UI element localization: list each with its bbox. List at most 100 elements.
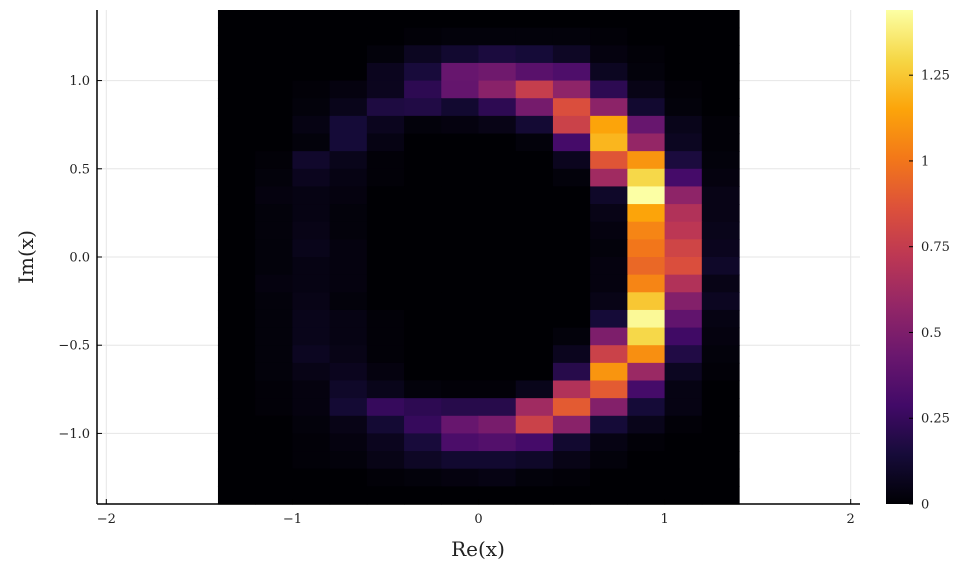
heatmap-cell — [217, 186, 256, 205]
heatmap-cell — [590, 27, 628, 46]
heatmap-cell — [627, 133, 666, 152]
heatmap-cell — [627, 168, 666, 188]
heatmap-cell — [366, 221, 405, 240]
heatmap-cell — [515, 274, 554, 293]
heatmap-cell — [627, 274, 666, 293]
heatmap-cell — [255, 327, 294, 346]
heatmap-cell — [292, 186, 331, 205]
heatmap-cell — [255, 433, 294, 452]
heatmap-cell — [404, 151, 442, 170]
heatmap-cell — [664, 398, 703, 417]
heatmap-cell — [329, 186, 368, 205]
heatmap-cell — [255, 115, 294, 135]
heatmap-cell — [590, 151, 628, 170]
heatmap-cell — [478, 80, 517, 99]
heatmap-cell — [701, 27, 740, 46]
heatmap-cell — [515, 62, 554, 82]
heatmap-cell — [552, 398, 591, 417]
heatmap-cell — [404, 115, 442, 135]
y-ticks: −1.0 −0.5 0.0 0.5 1.0 — [58, 74, 102, 442]
heatmap-cell — [366, 186, 405, 205]
heatmap-cell — [664, 292, 703, 311]
heatmap-cell — [590, 327, 628, 346]
heatmap-cell — [255, 168, 294, 188]
heatmap-cell — [478, 10, 517, 29]
heatmap-cell — [478, 327, 517, 346]
heatmap-cell — [292, 168, 331, 188]
heatmap-cell — [366, 204, 405, 223]
heatmap-cell — [590, 415, 628, 435]
heatmap-cell — [664, 98, 703, 117]
heatmap-cell — [701, 45, 740, 64]
heatmap-cell — [701, 62, 740, 82]
heatmap-cell — [292, 398, 331, 417]
heatmap-cell — [515, 186, 554, 205]
heatmap-cell — [627, 186, 666, 205]
heatmap-cell — [441, 433, 480, 452]
x-tick-label: −2 — [97, 512, 116, 527]
heatmap-cell — [552, 80, 591, 99]
heatmap-cell — [701, 80, 740, 99]
heatmap-cell — [366, 468, 405, 487]
y-tick-label: 0.0 — [69, 251, 90, 266]
heatmap-cell — [552, 362, 591, 382]
heatmap-cell — [627, 468, 666, 487]
heatmap-cell — [664, 327, 703, 346]
heatmap-cell — [329, 398, 368, 417]
heatmap-cell — [590, 239, 628, 258]
heatmap-cell — [366, 451, 405, 470]
x-axis-label: Re(x) — [451, 537, 505, 561]
heatmap-cell — [627, 239, 666, 258]
heatmap-cell — [590, 274, 628, 293]
heatmap-cell — [329, 486, 368, 505]
heatmap-cell — [217, 451, 256, 470]
heatmap-cell — [255, 10, 294, 29]
heatmap-cell — [217, 62, 256, 82]
heatmap-cell — [366, 274, 405, 293]
heatmap-cell — [292, 486, 331, 505]
heatmap-cell — [329, 345, 368, 364]
heatmap-cell — [292, 151, 331, 170]
heatmap-cell — [627, 80, 666, 99]
heatmap-cell — [292, 433, 331, 452]
heatmap-cell — [217, 486, 256, 505]
heatmap-cell — [404, 133, 442, 152]
heatmap-cell — [441, 168, 480, 188]
heatmap-cell — [366, 486, 405, 505]
heatmap-cell — [478, 292, 517, 311]
heatmap-cell — [404, 80, 442, 99]
heatmap-cell — [404, 398, 442, 417]
heatmap-cell — [366, 133, 405, 152]
heatmap-cell — [217, 80, 256, 99]
heatmap-cell — [255, 80, 294, 99]
heatmap-cell — [217, 398, 256, 417]
heatmap-cell — [664, 274, 703, 293]
heatmap-cell — [255, 221, 294, 240]
heatmap-cell — [217, 468, 256, 487]
heatmap-cell — [255, 151, 294, 170]
heatmap-cell — [515, 45, 554, 64]
heatmap-cell — [478, 451, 517, 470]
heatmap-cell — [255, 398, 294, 417]
heatmap-cell — [255, 257, 294, 276]
heatmap-cell — [366, 10, 405, 29]
heatmap-cell — [590, 257, 628, 276]
x-tick-label: 1 — [660, 512, 668, 527]
heatmap-cell — [515, 80, 554, 99]
heatmap-cell — [441, 27, 480, 46]
heatmap-cell — [664, 80, 703, 99]
heatmap-cell — [515, 362, 554, 382]
heatmap-cell — [217, 168, 256, 188]
heatmap-cell — [627, 451, 666, 470]
heatmap-cell — [515, 398, 554, 417]
heatmap-cell — [329, 204, 368, 223]
heatmap-cell — [590, 115, 628, 135]
heatmap-cell — [664, 168, 703, 188]
heatmap-cell — [441, 345, 480, 364]
heatmap-cell — [701, 380, 740, 399]
heatmap-cell — [292, 345, 331, 364]
heatmap-cell — [255, 468, 294, 487]
heatmap-cell — [292, 98, 331, 117]
heatmap-cell — [515, 98, 554, 117]
heatmap-cell — [366, 239, 405, 258]
